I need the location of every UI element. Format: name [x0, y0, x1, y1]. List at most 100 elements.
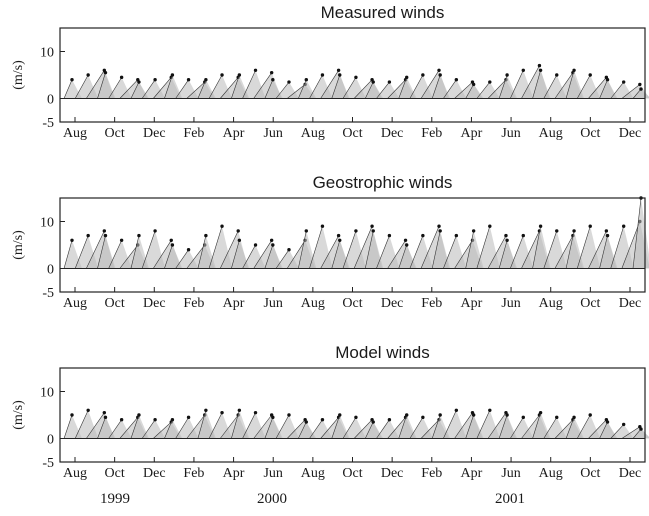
wind-vector	[443, 235, 457, 269]
wind-vector	[510, 70, 524, 99]
wind-vector-fill	[566, 417, 585, 439]
wind-vector-tip	[253, 243, 258, 247]
wind-vector-tip	[236, 229, 240, 233]
x-tick-label: Oct	[342, 466, 362, 481]
wind-vector-tip	[405, 75, 409, 80]
wind-vector-tip	[370, 224, 374, 228]
wind-vector	[164, 74, 173, 99]
wind-vector-fill	[64, 415, 82, 439]
wind-vector	[331, 240, 341, 269]
wind-vector-tip	[387, 418, 392, 422]
wind-vector	[364, 230, 374, 269]
wind-vector-tip	[269, 238, 274, 242]
wind-vector-fill	[264, 79, 283, 99]
wind-vector-tip	[70, 413, 74, 417]
wind-vector	[364, 421, 374, 439]
panel-title: Model winds	[335, 343, 430, 362]
x-tick-label: Jun	[501, 296, 520, 311]
wind-vector	[197, 79, 207, 99]
wind-vector	[86, 230, 105, 269]
wind-vector-tip	[471, 82, 476, 87]
wind-vector-tip	[304, 420, 308, 424]
x-tick-label: Oct	[342, 126, 362, 141]
wind-vector-tip	[438, 229, 442, 233]
panel-1: Measured winds (m/s) 10 0 -5 Aug Oct Dec Feb Apr J…	[11, 3, 649, 141]
wind-vector-tip	[153, 78, 157, 82]
wind-vector-fill	[365, 422, 384, 439]
wind-vector	[275, 249, 290, 269]
wind-vector	[521, 230, 540, 269]
wind-vector-fill	[432, 75, 451, 99]
wind-vector	[97, 72, 106, 99]
wind-vector-tip	[354, 75, 358, 80]
wind-vector-tip	[572, 68, 576, 73]
wind-vector	[364, 81, 374, 99]
wind-vector	[130, 414, 140, 439]
wind-vector-tip	[304, 229, 308, 233]
x-tick-label: Dec	[381, 466, 404, 481]
wind-vector	[554, 235, 574, 269]
wind-vector	[298, 230, 307, 269]
x-tick-label: Apr	[223, 466, 245, 481]
wind-vector-fill	[298, 422, 317, 439]
wind-vector	[398, 77, 407, 99]
wind-vector	[409, 235, 424, 269]
wind-vector	[532, 70, 541, 99]
wind-vector	[342, 417, 357, 439]
x-tick-label: Oct	[580, 296, 600, 311]
wind-vector	[376, 235, 390, 269]
x-tick-label: Dec	[143, 466, 166, 481]
wind-vector-fill	[264, 417, 283, 439]
wind-vector	[621, 84, 641, 99]
wind-vector-fill	[164, 75, 183, 99]
wind-vector	[487, 235, 507, 269]
wind-vector	[231, 410, 240, 439]
y-tick-label: 10	[40, 216, 54, 231]
wind-vector	[487, 79, 507, 99]
wind-vector-tip	[504, 233, 508, 238]
y-axis-label: (m/s)	[11, 400, 26, 430]
wind-vector-fill	[532, 412, 551, 439]
x-tick-label: Oct	[105, 466, 125, 481]
wind-vector-fill	[97, 417, 116, 439]
wind-vector-tip	[371, 80, 375, 84]
wind-vector	[443, 79, 457, 99]
wind-vector	[420, 226, 440, 269]
wind-vector-fill	[164, 419, 183, 439]
wind-vector	[242, 244, 256, 269]
x-tick-label: Dec	[619, 296, 642, 311]
wind-vector-tip	[186, 248, 191, 252]
wind-vector-fill	[532, 70, 551, 99]
wind-vector	[498, 74, 508, 99]
y-tick-label: -5	[42, 286, 54, 301]
year-label: 2000	[257, 491, 287, 507]
wind-vector	[510, 417, 524, 439]
x-tick-label: Jun	[263, 296, 282, 311]
wind-vector	[286, 240, 306, 269]
wind-vector	[141, 230, 156, 269]
wind-vector-tip	[505, 238, 509, 242]
x-tick-label: Apr	[223, 296, 245, 311]
wind-vector	[420, 419, 440, 439]
wind-vector-tip	[354, 229, 358, 233]
wind-vector-fill	[231, 410, 250, 439]
x-tick-label: Feb	[183, 296, 204, 311]
panel-title: Measured winds	[321, 3, 445, 22]
wind-vector-fill	[499, 75, 518, 99]
wind-vector-fill	[331, 75, 350, 99]
wind-vector-tip	[387, 233, 392, 238]
wind-vector-fill	[599, 422, 618, 439]
wind-vector-fill	[599, 79, 618, 99]
wind-vector-tip	[336, 68, 341, 73]
wind-vector-tip	[186, 415, 191, 420]
wind-vector	[588, 77, 607, 99]
wind-vector-tip	[204, 408, 208, 412]
wind-vector-tip	[538, 224, 543, 228]
wind-vector-tip	[102, 229, 107, 233]
x-tick-label: Apr	[461, 126, 483, 141]
wind-vector	[576, 226, 591, 269]
wind-vector-tip	[604, 229, 609, 233]
wind-vector-tip	[454, 233, 459, 238]
wind-vector-tip	[488, 224, 492, 228]
x-tick-label: Feb	[421, 466, 442, 481]
